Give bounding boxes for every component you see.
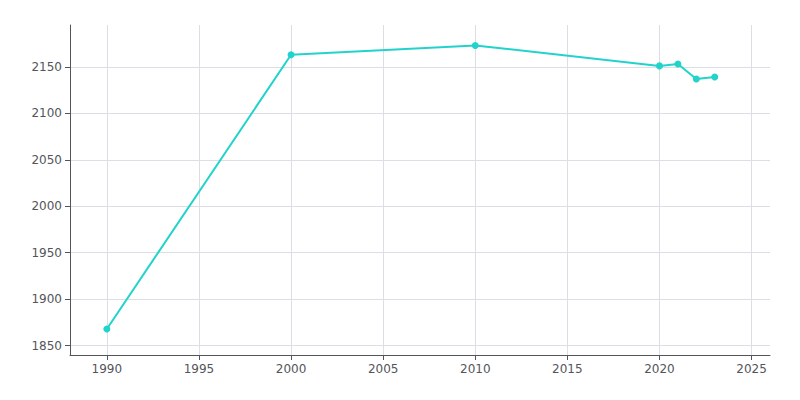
svg-text:2010: 2010	[460, 362, 491, 376]
svg-text:2000: 2000	[31, 199, 62, 213]
svg-text:2020: 2020	[644, 362, 675, 376]
svg-text:1995: 1995	[184, 362, 215, 376]
svg-text:2025: 2025	[736, 362, 767, 376]
svg-text:2100: 2100	[31, 106, 62, 120]
svg-text:2015: 2015	[552, 362, 583, 376]
svg-text:2005: 2005	[368, 362, 399, 376]
svg-text:2050: 2050	[31, 153, 62, 167]
svg-text:1950: 1950	[31, 246, 62, 260]
svg-text:1900: 1900	[31, 292, 62, 306]
svg-text:2000: 2000	[276, 362, 307, 376]
svg-text:1850: 1850	[31, 339, 62, 353]
svg-text:1990: 1990	[92, 362, 123, 376]
svg-text:2150: 2150	[31, 60, 62, 74]
